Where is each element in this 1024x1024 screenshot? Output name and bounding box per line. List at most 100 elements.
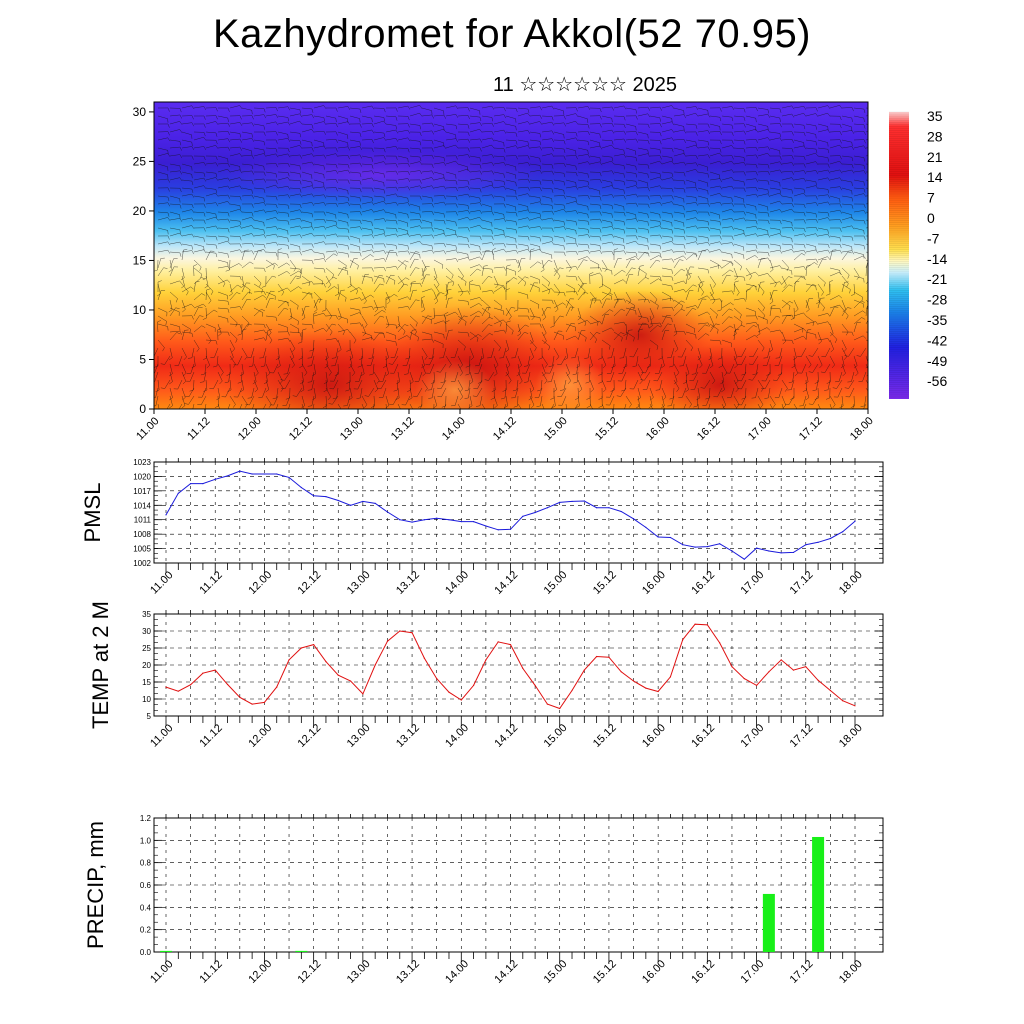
wind-barb-flag bbox=[755, 139, 758, 144]
wind-barb bbox=[853, 355, 858, 366]
wind-barb bbox=[553, 302, 563, 309]
wind-barb bbox=[721, 208, 732, 213]
wind-barb-flag bbox=[191, 315, 194, 320]
wind-barb bbox=[601, 203, 612, 206]
wind-barb bbox=[565, 163, 576, 167]
wind-barb-flag bbox=[695, 162, 699, 167]
wind-barb-flag bbox=[346, 381, 351, 384]
wind-barb-flag bbox=[839, 177, 843, 182]
wind-barb-flag bbox=[827, 129, 831, 134]
wind-barb bbox=[409, 323, 417, 332]
wind-barb-flag bbox=[280, 379, 285, 381]
wind-barb-flag bbox=[168, 269, 173, 273]
wind-barb bbox=[865, 379, 868, 385]
wind-barb-flag bbox=[263, 244, 266, 249]
wind-barb bbox=[301, 193, 312, 197]
wind-barb bbox=[445, 233, 456, 237]
wind-barb bbox=[661, 115, 672, 119]
wind-barb-flag bbox=[251, 170, 254, 175]
wind-barb-flag bbox=[431, 114, 435, 119]
wind-barb bbox=[817, 201, 828, 205]
wind-barb-flag bbox=[545, 412, 549, 413]
wind-barb bbox=[301, 363, 308, 373]
wind-barb-flag bbox=[395, 324, 398, 329]
wind-barb bbox=[733, 251, 744, 256]
wind-barb-flag bbox=[587, 185, 591, 190]
wind-barb bbox=[553, 379, 557, 390]
wind-barb-flag bbox=[218, 333, 222, 337]
wind-barb bbox=[481, 162, 492, 165]
wind-barb bbox=[397, 296, 408, 301]
wind-barb-flag bbox=[791, 365, 796, 369]
wind-barb bbox=[661, 155, 672, 158]
wind-barb bbox=[493, 395, 498, 406]
wind-barb-flag bbox=[491, 170, 495, 175]
wind-barb bbox=[817, 187, 828, 190]
wind-barb-flag bbox=[659, 155, 662, 160]
wind-barb bbox=[505, 203, 516, 208]
wind-barb-flag bbox=[671, 269, 673, 274]
wind-barb-flag bbox=[599, 172, 602, 177]
wind-barb-flag bbox=[479, 188, 482, 193]
wind-barb-flag bbox=[248, 291, 253, 294]
wind-barb bbox=[613, 227, 624, 230]
wind-barb-flag bbox=[863, 157, 865, 162]
wind-barb-flag bbox=[167, 137, 171, 142]
wind-barb-flag bbox=[692, 284, 697, 287]
wind-barb-flag bbox=[539, 197, 541, 202]
wind-barb-flag bbox=[551, 188, 554, 193]
wind-barb-flag bbox=[647, 140, 650, 145]
wind-barb-flag bbox=[347, 146, 351, 151]
wind-barb-flag bbox=[876, 129, 878, 132]
wind-barb-flag bbox=[563, 148, 566, 153]
wind-barb bbox=[325, 267, 334, 275]
wind-barb-flag bbox=[200, 414, 204, 415]
wind-barb-flag bbox=[479, 236, 482, 241]
wind-barb-flag bbox=[263, 222, 265, 227]
wind-barb-flag bbox=[463, 315, 468, 318]
wind-barb-flag bbox=[239, 236, 242, 241]
wind-barb bbox=[589, 403, 593, 409]
wind-barb-flag bbox=[160, 363, 165, 365]
colorbar-label: -35 bbox=[927, 312, 947, 328]
wind-barb-flag bbox=[719, 107, 722, 112]
wind-barb bbox=[721, 308, 730, 317]
wind-barb bbox=[801, 347, 807, 357]
wind-barb bbox=[505, 219, 516, 222]
wind-barb bbox=[661, 387, 667, 398]
wind-barb bbox=[361, 291, 367, 302]
wind-barb bbox=[493, 248, 504, 253]
wind-barb bbox=[469, 331, 479, 339]
wind-barb-flag bbox=[364, 324, 368, 328]
wind-barb bbox=[685, 395, 692, 405]
wind-barb bbox=[289, 171, 300, 174]
wind-barb-flag bbox=[179, 331, 182, 335]
wind-barb bbox=[721, 259, 732, 263]
wind-barb-flag bbox=[191, 365, 196, 369]
wind-barb bbox=[829, 339, 834, 350]
wind-barb bbox=[296, 387, 303, 397]
wind-barb bbox=[589, 179, 600, 181]
wind-barb bbox=[633, 379, 639, 390]
wind-barb-flag bbox=[263, 125, 265, 130]
wind-barb bbox=[505, 227, 516, 230]
wind-barb-flag bbox=[321, 280, 323, 286]
wind-barb-flag bbox=[592, 413, 595, 416]
wind-barb bbox=[529, 331, 534, 342]
wind-barb bbox=[769, 281, 780, 285]
wind-barb-flag bbox=[573, 381, 578, 384]
wind-barb bbox=[561, 395, 567, 406]
wind-barb bbox=[841, 139, 852, 143]
wind-barb-flag bbox=[503, 162, 507, 167]
wind-barb-flag bbox=[812, 284, 817, 286]
wind-barb bbox=[289, 347, 295, 358]
wind-barb bbox=[481, 203, 492, 208]
wind-barb bbox=[421, 355, 425, 366]
wind-barb bbox=[385, 211, 396, 215]
wind-barb-flag bbox=[530, 341, 534, 345]
wind-barb-flag bbox=[423, 268, 427, 273]
wind-barb bbox=[529, 131, 540, 134]
colorbar-bands bbox=[889, 111, 909, 398]
wind-barb-flag bbox=[620, 332, 625, 335]
wind-barb-flag bbox=[275, 114, 279, 119]
